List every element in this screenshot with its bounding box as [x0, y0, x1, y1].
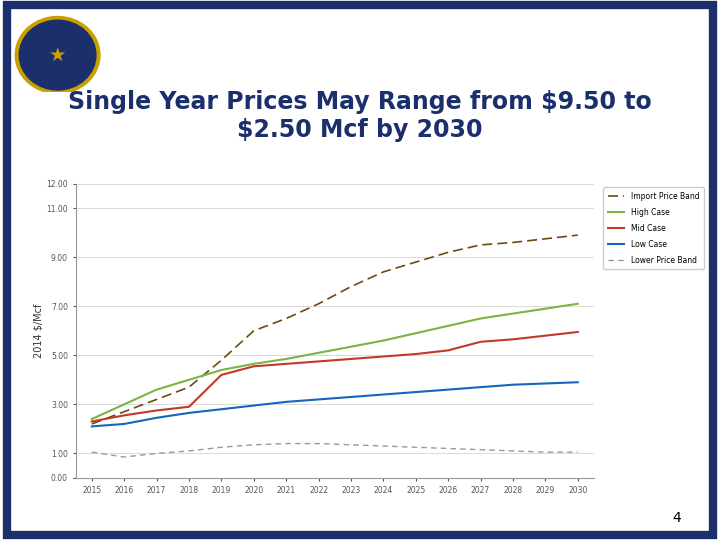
Circle shape [19, 20, 96, 90]
Text: California Energy Commission: California Energy Commission [266, 32, 524, 46]
Text: 4: 4 [672, 511, 681, 525]
Y-axis label: 2014 $/Mcf: 2014 $/Mcf [34, 303, 43, 358]
Circle shape [15, 17, 100, 93]
Text: ★: ★ [49, 45, 66, 65]
Legend: Import Price Band, High Case, Mid Case, Low Case, Lower Price Band: Import Price Band, High Case, Mid Case, … [603, 187, 703, 269]
Text: Single Year Prices May Range from $9.50 to
$2.50 Mcf by 2030: Single Year Prices May Range from $9.50 … [68, 91, 652, 142]
